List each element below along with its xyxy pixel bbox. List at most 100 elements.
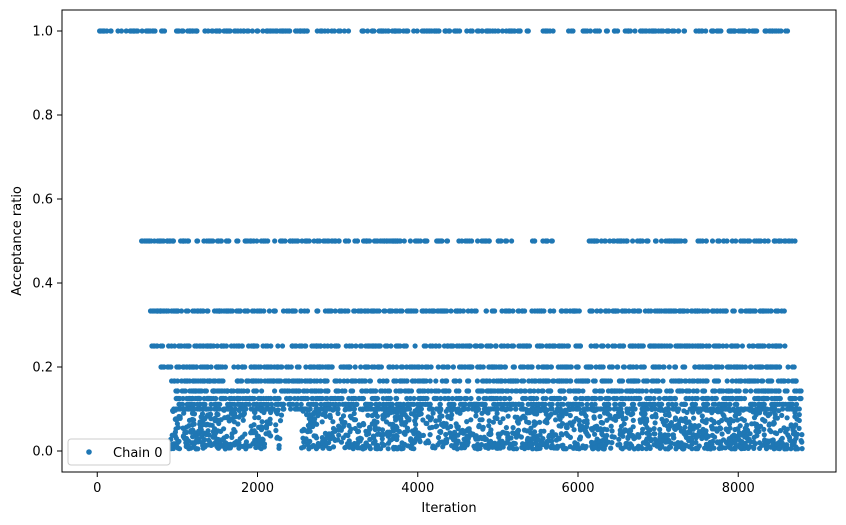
data-point: [712, 364, 719, 370]
data-point: [369, 28, 375, 34]
data-point: [411, 308, 417, 314]
data-point: [690, 409, 696, 415]
data-point: [462, 364, 468, 370]
data-point: [589, 427, 596, 433]
data-point: [704, 364, 710, 370]
data-point: [592, 28, 598, 34]
data-point: [174, 388, 180, 394]
data-point: [270, 28, 276, 34]
data-point: [743, 308, 749, 314]
data-point: [302, 308, 308, 314]
data-point: [456, 395, 463, 402]
data-point: [351, 406, 357, 412]
data-point: [427, 425, 433, 431]
data-point: [678, 238, 684, 244]
data-point: [465, 308, 471, 314]
data-point: [442, 395, 448, 402]
data-point: [735, 426, 741, 432]
data-point: [550, 378, 556, 384]
data-point: [669, 28, 675, 34]
data-point: [437, 429, 443, 435]
data-point: [652, 431, 658, 437]
data-point: [249, 28, 255, 34]
data-point: [798, 388, 804, 394]
data-point: [213, 401, 219, 407]
data-point: [647, 427, 653, 433]
data-point: [616, 410, 622, 416]
data-point: [551, 308, 557, 314]
data-point: [775, 308, 781, 314]
data-point: [267, 416, 273, 422]
data-point: [335, 410, 341, 417]
data-point: [503, 430, 509, 436]
data-point: [533, 410, 540, 416]
data-point: [215, 364, 222, 370]
data-point: [346, 395, 352, 402]
data-point: [485, 28, 492, 34]
data-point: [614, 395, 620, 402]
data-point: [443, 388, 449, 394]
data-point: [384, 378, 390, 384]
data-point: [613, 28, 619, 34]
data-point: [681, 28, 687, 34]
data-point: [759, 401, 765, 407]
data-point: [514, 428, 521, 435]
data-point: [358, 364, 364, 370]
data-point: [123, 28, 129, 34]
data-point: [560, 388, 566, 394]
data-point: [584, 406, 590, 412]
data-point: [711, 418, 717, 424]
data-point: [292, 406, 298, 412]
data-point: [185, 238, 191, 244]
data-point: [779, 412, 785, 418]
data-point: [653, 238, 659, 244]
data-point: [403, 388, 409, 394]
data-point: [361, 422, 367, 428]
data-point: [581, 28, 587, 34]
data-point: [789, 378, 796, 384]
data-point: [525, 28, 531, 34]
data-point: [792, 410, 798, 416]
data-point: [785, 401, 791, 407]
data-point: [155, 308, 161, 314]
data-point: [456, 388, 462, 394]
data-point: [496, 434, 502, 440]
data-point: [467, 429, 473, 436]
data-point: [303, 238, 309, 244]
data-point: [637, 401, 643, 407]
data-point: [341, 364, 347, 370]
data-point: [266, 308, 272, 314]
data-point: [383, 395, 390, 402]
data-point: [197, 419, 203, 425]
x-tick-label: 4000: [401, 481, 434, 496]
data-point: [709, 238, 716, 244]
data-point: [773, 28, 780, 34]
data-point: [625, 428, 631, 434]
data-point: [255, 28, 261, 34]
data-point: [483, 409, 489, 415]
data-point: [279, 343, 286, 349]
data-point: [263, 401, 269, 407]
data-point: [247, 395, 253, 402]
data-point: [681, 428, 687, 434]
data-point: [583, 413, 589, 419]
data-point: [384, 343, 390, 349]
data-point: [468, 395, 474, 402]
data-point: [526, 378, 532, 384]
data-point: [666, 364, 672, 370]
data-point: [529, 308, 535, 314]
data-point: [279, 364, 285, 370]
data-point: [623, 388, 630, 394]
data-point: [370, 433, 376, 439]
data-point: [273, 422, 279, 428]
data-point: [175, 424, 181, 430]
data-point: [757, 238, 763, 244]
data-point: [428, 406, 434, 412]
data-point: [188, 428, 194, 434]
data-point: [618, 423, 625, 429]
data-point: [733, 413, 739, 419]
data-point: [761, 426, 767, 432]
data-point: [768, 429, 774, 435]
data-point: [563, 364, 569, 370]
